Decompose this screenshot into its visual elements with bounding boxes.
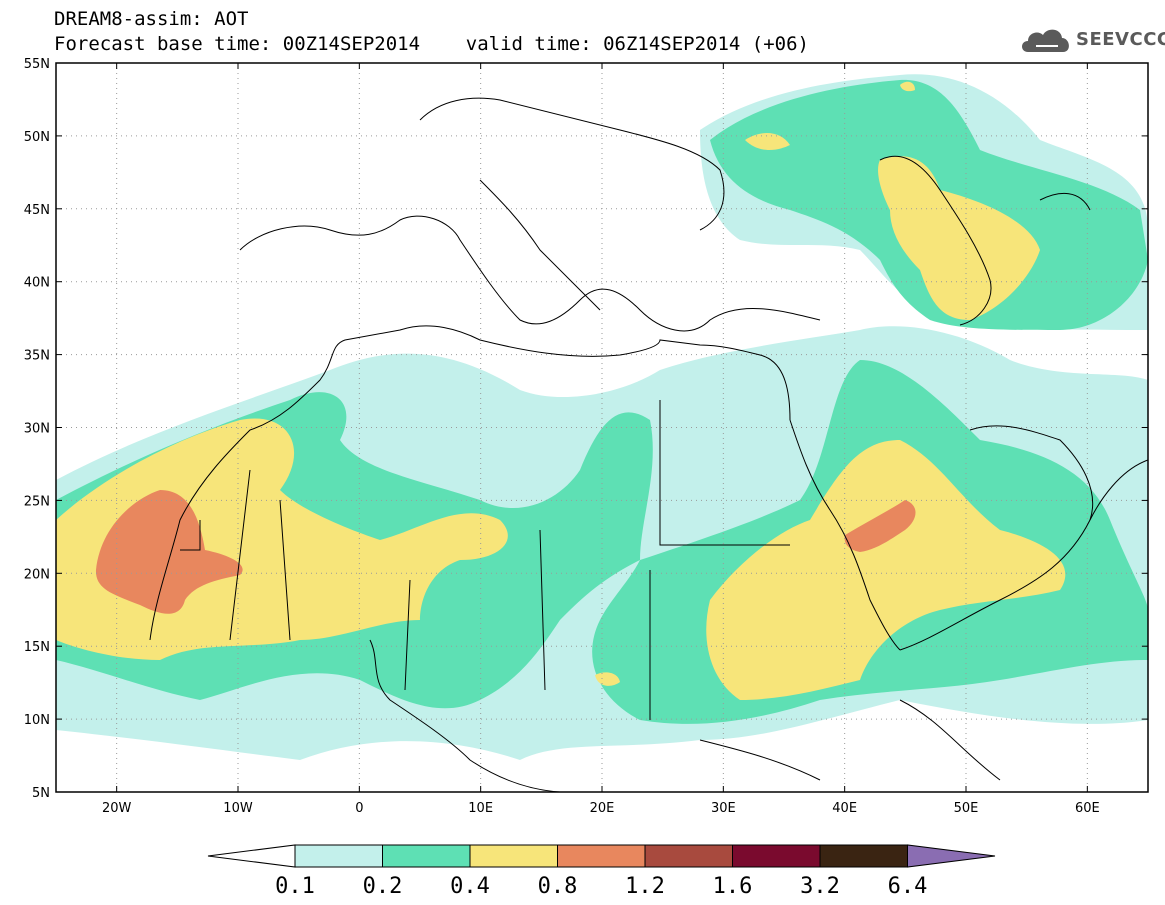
lat-tick-label: 30N (24, 422, 50, 437)
map-title: DREAM8-assim: AOT (54, 8, 249, 30)
map-subtitle: Forecast base time: 00Z14SEP2014 valid t… (54, 33, 809, 55)
seevccc-logo: SEEVCCC (1018, 22, 1165, 58)
colorbar-label: 1.6 (713, 874, 753, 899)
lat-tick-label: 40N (24, 276, 50, 291)
lon-tick-label: 50E (954, 801, 979, 816)
lat-tick-label: 25N (24, 494, 50, 509)
aot-band-0-8 (95, 490, 916, 614)
colorbar-label: 1.2 (625, 874, 665, 899)
lon-tick-label: 30E (711, 801, 736, 816)
lat-tick-label: 5N (32, 786, 50, 801)
map-graticule (56, 63, 1148, 792)
colorbar-swatch (819, 844, 908, 868)
colorbar-swatch (382, 844, 471, 868)
aot-field (56, 74, 1148, 760)
lon-tick-label: 60E (1075, 801, 1100, 816)
colorbar-label: 0.8 (538, 874, 578, 899)
colorbar-label: 0.1 (275, 874, 315, 899)
colorbar-low-extend (207, 844, 296, 868)
cloud-icon (1022, 29, 1069, 52)
colorbar-swatch (557, 844, 646, 868)
lon-tick-label: 20E (590, 801, 615, 816)
lat-tick-label: 55N (24, 57, 50, 72)
lon-tick-label: 0 (355, 801, 363, 816)
lat-tick-label: 50N (24, 130, 50, 145)
lat-tick-label: 20N (24, 567, 50, 582)
colorbar-swatch (732, 844, 821, 868)
map-coastlines (149, 97, 1148, 792)
colorbar-high-extend (907, 844, 996, 868)
lat-tick-label: 45N (24, 203, 50, 218)
lat-tick-label: 10N (24, 713, 50, 728)
colorbar: 0.1 0.2 0.4 0.8 1.2 1.6 3.2 6.4 (207, 844, 996, 899)
lon-tick-label: 40E (832, 801, 857, 816)
colorbar-swatch (469, 844, 558, 868)
colorbar-label: 0.4 (450, 874, 490, 899)
colorbar-label: 0.2 (363, 874, 403, 899)
colorbar-swatch (644, 844, 733, 868)
lon-tick-label: 10E (468, 801, 493, 816)
colorbar-swatch (294, 844, 383, 868)
logo-text: SEEVCCC (1076, 29, 1165, 50)
lon-tick-label: 20W (102, 801, 132, 816)
colorbar-label: 3.2 (800, 874, 840, 899)
lat-tick-label: 15N (24, 640, 50, 655)
lat-tick-label: 35N (24, 349, 50, 364)
colorbar-label: 6.4 (888, 874, 928, 899)
axis-ticks: 55N 50N 45N 40N 35N 30N 25N 20N 15N 10N 5N 20W 10W 0 1… (24, 57, 1148, 816)
lon-tick-label: 10W (223, 801, 253, 816)
